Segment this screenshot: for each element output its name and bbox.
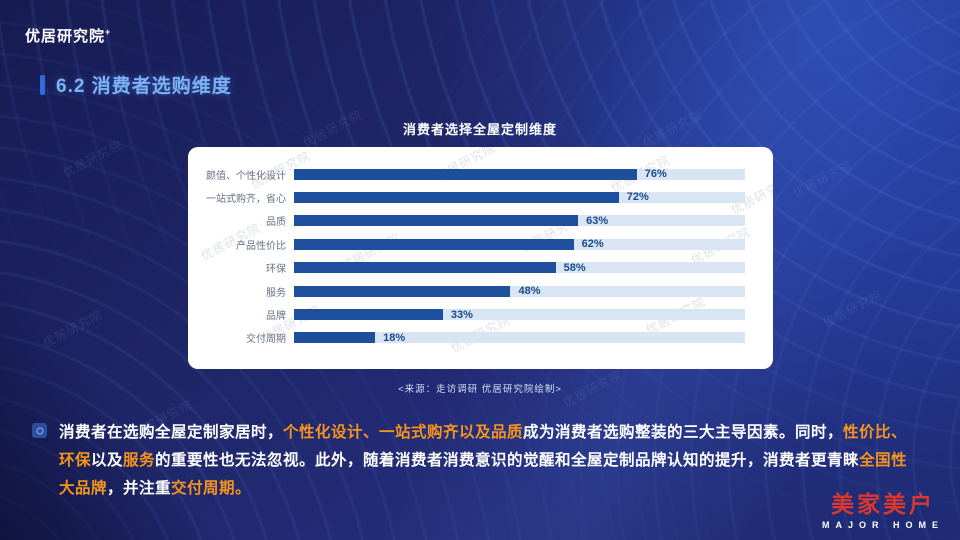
brand-logo: 优居研究院+ [25,25,111,46]
bar-value-label: 76% [644,168,667,180]
gear-bullet-icon [32,423,47,438]
bar-category-label: 产品性价比 [236,240,286,252]
highlight-text: 服务 [123,452,156,469]
major-home-logo: 美家美户 MAJOR HOME [822,485,944,530]
body-text: 成为消费者选购整装的三大主导因素。同时， [523,424,844,441]
brand-logo-text: 优居研究院 [25,28,106,45]
bar-value-label: 62% [581,238,604,251]
bullet-ring [36,427,43,434]
chart-panel: 优居研究院优居研究院优居研究院优居研究院优居研究院优居研究院优居研究院优居研究院… [188,147,773,369]
highlight-text: 全国性大品牌 [59,452,908,497]
bar-track: 76% [294,168,745,180]
brand-logo-plus: + [105,27,112,37]
highlight-text: 个性化设计、一站式购齐以及品质 [283,424,524,441]
summary-block: 消费者在选购全屋定制家居时，个性化设计、一站式购齐以及品质成为消费者选购整装的三… [32,419,918,503]
bar-row: 品牌 33% [204,308,745,323]
bar-row: 颜值、个性化设计 76% [204,168,745,182]
bar-track: 72% [294,191,745,204]
summary-paragraph: 消费者在选购全屋定制家居时，个性化设计、一站式购齐以及品质成为消费者选购整装的三… [59,419,918,503]
bar-fill [294,309,443,321]
major-home-logo-en: MAJOR HOME [821,520,944,530]
body-text: ，并注重 [107,480,172,497]
bar-row: 产品性价比 62% [204,238,745,252]
bar-fill [294,285,511,297]
highlight-text: 性价比、环保 [59,424,908,469]
bar-value-label: 63% [586,214,609,227]
bar-track: 33% [294,308,745,321]
watermark-text: 优居研究院 [820,287,885,331]
watermark-text: 优居研究院 [790,157,855,201]
title-accent-bar [40,74,45,95]
bar-fill [294,332,376,344]
watermark-text: 优居研究院 [60,137,125,181]
bar-row: 品质 63% [204,214,745,229]
bar-value-label: 48% [518,285,541,298]
bar-track: 48% [294,285,745,298]
bar-category-label: 颜值、个性化设计 [206,170,286,182]
bar-chart: 颜值、个性化设计 76% 一站式购齐，省心 72% 品质 63% 产品性价比 62% 环保 58%… [188,147,773,369]
bar-value-label: 18% [383,331,406,344]
highlight-text: 交付周期。 [171,480,252,497]
bar-track: 62% [294,238,745,251]
bar-track: 58% [294,261,745,274]
bar-category-label: 环保 [266,264,286,276]
bar-value-label: 33% [450,308,473,321]
chart-title: 消费者选择全屋定制维度 [402,122,557,137]
bar-fill [294,215,579,227]
bar-row: 环保 58% [204,261,745,276]
bar-category-label: 交付周期 [246,334,286,346]
bar-fill [294,238,574,250]
bar-category-label: 服务 [266,287,286,299]
body-text: 以及 [91,452,124,469]
source-note: <来源：走访调研 优居研究院绘制> [398,384,562,395]
bar-row: 服务 48% [204,285,745,299]
bar-fill [294,191,619,203]
bar-fill [294,168,637,180]
bar-fill [294,262,556,274]
bar-row: 一站式购齐，省心 72% [204,191,745,205]
page-title: 6.2 消费者选购维度 [56,76,232,97]
section-title-row: 6.2 消费者选购维度 [40,71,232,98]
body-text: 的重要性也无法忽视。此外，随着消费者消费意识的觉醒和全屋定制品牌认知的提升，消费… [155,452,860,469]
bar-category-label: 品牌 [266,311,286,323]
bar-category-label: 品质 [266,217,286,229]
bar-value-label: 72% [626,191,649,204]
bar-track: 18% [294,331,745,344]
bar-row: 交付周期 18% [204,331,745,346]
major-home-logo-cn: 美家美户 [830,491,935,517]
bar-category-label: 一站式购齐，省心 [206,193,286,205]
body-text: 消费者在选购全屋定制家居时， [59,424,284,441]
bar-track: 63% [294,214,745,227]
watermark-text: 优居研究院 [40,307,105,351]
bar-value-label: 58% [563,261,586,274]
